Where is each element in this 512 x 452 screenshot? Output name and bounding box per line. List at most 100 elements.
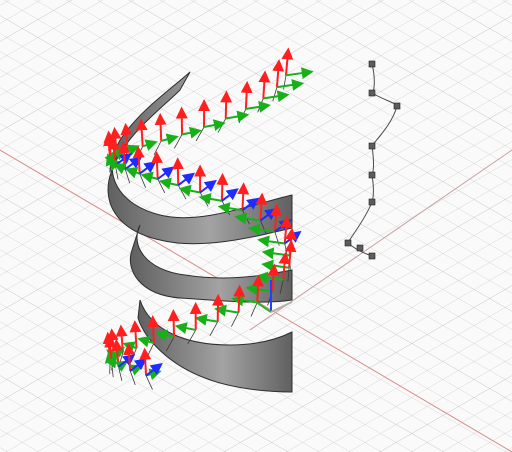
frame-tangent-arrow <box>272 59 285 88</box>
frame-whisker <box>124 169 131 184</box>
grid-line <box>470 0 512 24</box>
frame-tangent-arrow <box>139 347 152 376</box>
ribbon-middle-face[interactable] <box>129 224 293 303</box>
grid-line <box>315 0 512 114</box>
frame-normal-arrow <box>104 150 116 164</box>
grid-line <box>285 321 512 452</box>
frame-normal-arrow <box>125 166 141 179</box>
frame-normal-arrow <box>137 335 155 348</box>
control-point[interactable] <box>368 252 376 260</box>
frame-marker <box>158 157 196 200</box>
frame-binormal-arrow <box>157 166 175 180</box>
grid-line <box>0 0 512 67</box>
frame-whisker <box>283 75 287 90</box>
origin-gizmo[interactable] <box>252 280 293 313</box>
frame-normal-arrow <box>263 90 290 103</box>
frame-normal-arrow <box>234 212 261 225</box>
grid-line <box>192 267 512 452</box>
frame-tangent-arrow <box>123 342 136 371</box>
grid-line <box>0 0 135 78</box>
frame-marker <box>231 274 265 317</box>
frame-tangent-arrow <box>220 90 233 119</box>
frame-normal-arrow <box>247 223 275 236</box>
frame-marker <box>104 335 118 378</box>
frame-whisker <box>146 342 155 358</box>
grid-line <box>161 249 512 452</box>
frame-binormal-arrow <box>221 188 239 202</box>
ribbon-front-face[interactable] <box>137 299 293 393</box>
control-point[interactable] <box>393 102 401 110</box>
frame-tangent-arrow <box>255 192 268 221</box>
grid-line <box>0 0 512 13</box>
grid-line <box>0 422 512 452</box>
frame-normal-arrow <box>217 202 243 215</box>
frame-normal-arrow <box>113 163 127 175</box>
grid-line <box>0 0 197 114</box>
frame-tangent-arrow <box>270 203 283 232</box>
frame-marker <box>140 150 175 194</box>
control-point[interactable] <box>368 198 376 206</box>
grid-line <box>0 0 478 276</box>
frame-whisker <box>260 220 267 235</box>
frame-whisker <box>195 126 205 142</box>
grid-line <box>0 0 42 24</box>
frame-marker <box>261 227 297 270</box>
grid-line <box>0 0 512 67</box>
grid-line <box>346 0 512 96</box>
grid-line <box>67 195 512 452</box>
grid-line <box>0 0 10 6</box>
frame-normal-arrow <box>174 322 196 334</box>
frame-marker <box>238 80 271 124</box>
control-point[interactable] <box>356 244 364 252</box>
grid-line <box>0 195 445 452</box>
frame-tangent-arrow <box>111 338 124 367</box>
frame-tangent-arrow <box>167 308 180 338</box>
grid-line <box>377 0 512 78</box>
frame-whisker <box>139 173 146 188</box>
grid-line <box>5 159 512 452</box>
control-point[interactable] <box>368 171 376 179</box>
gizmo-x-axis[interactable] <box>270 301 293 313</box>
frame-normal-arrow <box>214 304 239 317</box>
frame-tangent-arrow <box>240 80 253 109</box>
frame-normal-arrow <box>257 235 285 248</box>
grid-line <box>0 213 414 452</box>
frame-normal-arrow <box>231 294 258 307</box>
frame-normal-arrow <box>198 192 223 205</box>
frame-normal-arrow <box>126 144 140 156</box>
frame-normal-arrow <box>194 313 218 326</box>
frame-whisker <box>250 302 258 317</box>
frame-tangent-arrow <box>258 70 271 99</box>
grid-line <box>0 386 512 452</box>
grid-line <box>0 0 384 222</box>
grid-line <box>0 0 446 258</box>
grid-line <box>502 0 512 6</box>
frame-tangent-arrow <box>237 182 250 211</box>
profile-control-points[interactable] <box>344 60 401 260</box>
control-point[interactable] <box>368 60 376 68</box>
control-point[interactable] <box>368 142 376 150</box>
frame-whisker <box>145 375 153 390</box>
gizmo-y-axis[interactable] <box>252 299 272 313</box>
control-point[interactable] <box>368 89 376 97</box>
frame-normal-arrow <box>104 350 117 364</box>
frame-binormal-arrow <box>145 362 163 377</box>
control-point[interactable] <box>344 239 352 247</box>
frame-marker <box>155 308 180 352</box>
grid-line <box>0 0 512 85</box>
frame-whisker <box>153 140 162 156</box>
frame-tangent-arrow <box>233 284 246 313</box>
frame-whisker <box>217 118 227 133</box>
frame-normal-arrow <box>140 171 158 184</box>
profile-curve[interactable] <box>344 60 401 260</box>
grid-line <box>0 0 260 150</box>
grid-line <box>0 0 512 103</box>
grid-line <box>0 0 166 96</box>
frame-whisker <box>177 185 187 200</box>
frame-marker <box>139 347 163 390</box>
frame-normal-arrow <box>142 139 158 151</box>
frame-marker <box>178 164 217 207</box>
grid-line <box>0 0 512 49</box>
